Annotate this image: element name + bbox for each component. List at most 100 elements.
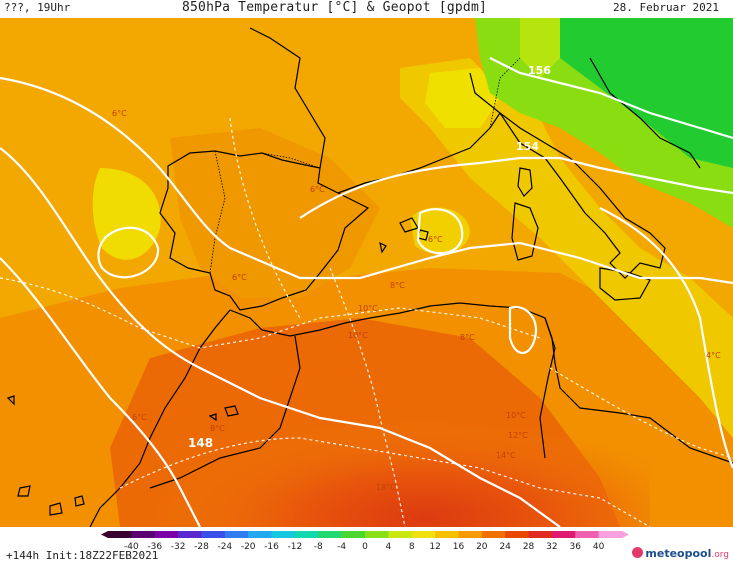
temp-label: 18°C bbox=[376, 483, 396, 492]
legend-swatch bbox=[294, 531, 319, 538]
temperature-field-yellow-med bbox=[410, 207, 470, 254]
legend-tick-label: 36 bbox=[570, 542, 582, 551]
border-morocco-algeria bbox=[149, 335, 301, 489]
legend-swatch bbox=[505, 531, 530, 538]
temp-label: 10°C bbox=[358, 304, 378, 313]
coast-morocco bbox=[89, 309, 231, 527]
legend-tick-label: -20 bbox=[241, 542, 256, 551]
geopot-152-line bbox=[0, 76, 733, 285]
legend-tick-label: -24 bbox=[217, 542, 232, 551]
geopot-148-line bbox=[0, 257, 201, 527]
geopot-inner-loop-med bbox=[416, 208, 464, 255]
legend-swatch bbox=[154, 531, 179, 538]
legend-tick-label: 28 bbox=[523, 542, 535, 551]
valid-date: 28. Februar 2021 bbox=[613, 1, 719, 14]
geopot-north-africa-low bbox=[508, 305, 538, 355]
temp-label: 6°C bbox=[132, 413, 147, 422]
brand-icon bbox=[632, 547, 644, 558]
map-footer: -40 -36 -32 -28 -24 -20 -16 -12 -8 -4 0 4 8 12 16 20 24 2… bbox=[0, 527, 733, 566]
temp-label: 12°C bbox=[508, 431, 528, 440]
temp-label: 14°C bbox=[496, 451, 516, 460]
border-tunisia bbox=[539, 317, 556, 459]
legend-tick-label: -40 bbox=[124, 542, 139, 551]
legend-tick-label: 32 bbox=[546, 542, 557, 551]
legend-arrow-left bbox=[101, 531, 108, 538]
legend-swatch bbox=[318, 531, 343, 538]
legend-swatch bbox=[201, 531, 226, 538]
temp-label: 10°C bbox=[348, 331, 368, 340]
temperature-field-yellow-alps bbox=[400, 58, 733, 438]
temperature-field-darkgreen bbox=[560, 18, 733, 168]
legend-swatch bbox=[178, 531, 202, 538]
geopot-154-line bbox=[299, 156, 733, 219]
valid-time: ???, 19Uhr bbox=[4, 1, 71, 14]
legend-swatch bbox=[575, 531, 600, 538]
color-legend: -40 -36 -32 -28 -24 -20 -16 -12 -8 -4 0 4 8 12 16 20 24 2… bbox=[101, 531, 629, 551]
legend-arrow-right bbox=[622, 531, 629, 538]
temp-label: 6°C bbox=[428, 235, 443, 244]
legend-tick-label: 40 bbox=[593, 542, 605, 551]
legend-swatch bbox=[411, 531, 436, 538]
brand-name: meteopool bbox=[645, 547, 712, 560]
legend-swatch bbox=[341, 531, 366, 538]
isotherm-contours bbox=[0, 117, 733, 527]
temperature-field-lightgreen bbox=[520, 18, 560, 78]
geopot-inner-loop-west bbox=[97, 226, 160, 279]
temperature-field-yellow-atlantic bbox=[92, 168, 161, 260]
legend-tick-label: 4 bbox=[385, 542, 391, 551]
legend-bar bbox=[101, 531, 629, 538]
legend-swatch bbox=[271, 531, 296, 538]
temp-label: 8°C bbox=[210, 424, 225, 433]
weather-map: 156 154 148 6°C 6°C 6°C 8°C 6°C 6°C 8°C … bbox=[0, 18, 733, 527]
legend-tick-label: -12 bbox=[288, 542, 303, 551]
coast-sardinia bbox=[511, 202, 539, 261]
coast-italy bbox=[499, 57, 701, 279]
geopotential-contours bbox=[0, 57, 733, 527]
geopot-line-east bbox=[599, 207, 733, 469]
map-header: ???, 19Uhr 850hPa Temperatur [°C] & Geop… bbox=[0, 0, 733, 18]
legend-swatch bbox=[598, 531, 623, 538]
coastlines bbox=[6, 27, 733, 527]
temp-label: 8°C bbox=[460, 333, 475, 342]
legend-swatch bbox=[388, 531, 413, 538]
legend-tick-label: -8 bbox=[314, 542, 323, 551]
brand-logo[interactable]: meteopool.org bbox=[632, 547, 729, 560]
coast-north-africa bbox=[229, 302, 733, 464]
legend-swatch bbox=[248, 531, 273, 538]
legend-tick-label: -28 bbox=[194, 542, 209, 551]
temp-label: 6°C bbox=[232, 273, 247, 282]
temp-label: 8°C bbox=[390, 281, 405, 290]
legend-swatch bbox=[528, 531, 553, 538]
geopot-label-148: 148 bbox=[188, 436, 213, 450]
legend-swatch bbox=[551, 531, 576, 538]
temperature-labels: 6°C 6°C 6°C 8°C 6°C 6°C 8°C 10°C 10°C 12… bbox=[112, 109, 721, 492]
init-time: +144h Init:18Z22FEB2021 bbox=[6, 549, 159, 562]
legend-tick-label: -16 bbox=[264, 542, 279, 551]
legend-tick-label: 12 bbox=[429, 542, 440, 551]
legend-swatch bbox=[131, 531, 156, 538]
legend-tick-label: 20 bbox=[476, 542, 488, 551]
geopot-150-line bbox=[0, 147, 561, 527]
legend-tick-label: 16 bbox=[453, 542, 465, 551]
legend-tick-label: -36 bbox=[147, 542, 162, 551]
legend-tick-label: 24 bbox=[499, 542, 511, 551]
legend-tick-label: 8 bbox=[409, 542, 415, 551]
coast-corsica bbox=[517, 167, 533, 197]
coast-iberia bbox=[159, 150, 370, 311]
coast-canaries bbox=[6, 395, 85, 516]
legend-swatch bbox=[435, 531, 459, 538]
temp-label: 6°C bbox=[310, 185, 325, 194]
temp-label: 6°C bbox=[112, 109, 127, 118]
temp-label: 10°C bbox=[506, 411, 526, 420]
geopot-label-156: 156 bbox=[528, 64, 551, 77]
map-title: 850hPa Temperatur [°C] & Geopot [gpdm] bbox=[182, 0, 488, 15]
legend-swatch bbox=[108, 531, 132, 538]
geopot-156-line bbox=[489, 57, 733, 140]
country-borders bbox=[209, 57, 521, 274]
legend-tick-label: -32 bbox=[171, 542, 186, 551]
temp-label: 4°C bbox=[706, 351, 721, 360]
legend-swatch bbox=[365, 531, 389, 538]
legend-swatch bbox=[458, 531, 483, 538]
legend-swatch bbox=[481, 531, 506, 538]
legend-labels: -40 -36 -32 -28 -24 -20 -16 -12 -8 -4 0 4 8 12 16 20 24 2… bbox=[124, 542, 605, 551]
